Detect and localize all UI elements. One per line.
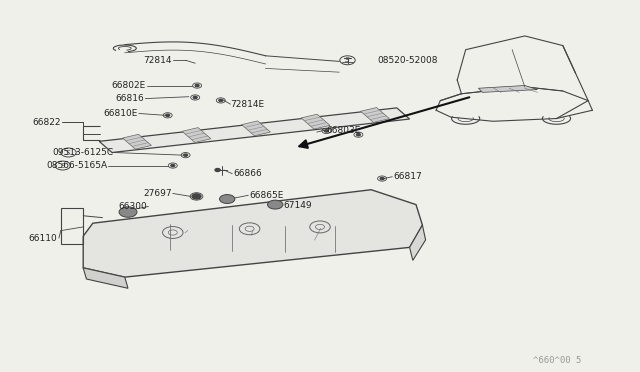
Circle shape xyxy=(219,99,223,102)
Text: 08566-5165A: 08566-5165A xyxy=(46,161,108,170)
Text: 66110: 66110 xyxy=(29,234,58,243)
Circle shape xyxy=(324,130,328,132)
Text: 66817: 66817 xyxy=(394,172,422,181)
Text: 66822: 66822 xyxy=(32,118,61,126)
Text: 72814: 72814 xyxy=(143,56,172,65)
Circle shape xyxy=(184,154,188,156)
Polygon shape xyxy=(301,114,330,129)
Text: 67149: 67149 xyxy=(284,201,312,210)
Circle shape xyxy=(380,177,384,180)
Circle shape xyxy=(171,164,175,167)
Polygon shape xyxy=(478,86,538,92)
Text: 66810E: 66810E xyxy=(103,109,138,118)
Polygon shape xyxy=(83,190,422,277)
Text: 66803E: 66803E xyxy=(326,126,361,135)
Circle shape xyxy=(193,96,197,99)
Text: S: S xyxy=(60,163,65,169)
Polygon shape xyxy=(123,134,151,149)
Text: 66816: 66816 xyxy=(115,94,144,103)
Text: 66865E: 66865E xyxy=(250,191,284,200)
Polygon shape xyxy=(182,128,211,142)
Circle shape xyxy=(215,169,220,171)
Text: S: S xyxy=(66,150,71,155)
Text: 09513-6125C: 09513-6125C xyxy=(52,148,114,157)
Circle shape xyxy=(356,134,360,136)
Circle shape xyxy=(119,207,137,217)
Circle shape xyxy=(195,195,198,198)
Polygon shape xyxy=(361,108,390,122)
Text: ^660^00 5: ^660^00 5 xyxy=(532,356,581,365)
Circle shape xyxy=(220,195,235,203)
Polygon shape xyxy=(83,268,128,288)
Circle shape xyxy=(192,194,201,199)
Circle shape xyxy=(195,84,199,87)
Text: 66866: 66866 xyxy=(234,169,262,178)
Polygon shape xyxy=(99,108,410,153)
Text: 08520-52008: 08520-52008 xyxy=(378,56,438,65)
Polygon shape xyxy=(241,121,270,136)
Text: 27697: 27697 xyxy=(143,189,172,198)
Circle shape xyxy=(268,200,283,209)
Text: 66300: 66300 xyxy=(118,202,147,211)
Polygon shape xyxy=(410,225,426,260)
Circle shape xyxy=(166,114,170,116)
Text: 66802E: 66802E xyxy=(111,81,146,90)
Text: 72814E: 72814E xyxy=(230,100,264,109)
Text: S: S xyxy=(345,57,350,63)
